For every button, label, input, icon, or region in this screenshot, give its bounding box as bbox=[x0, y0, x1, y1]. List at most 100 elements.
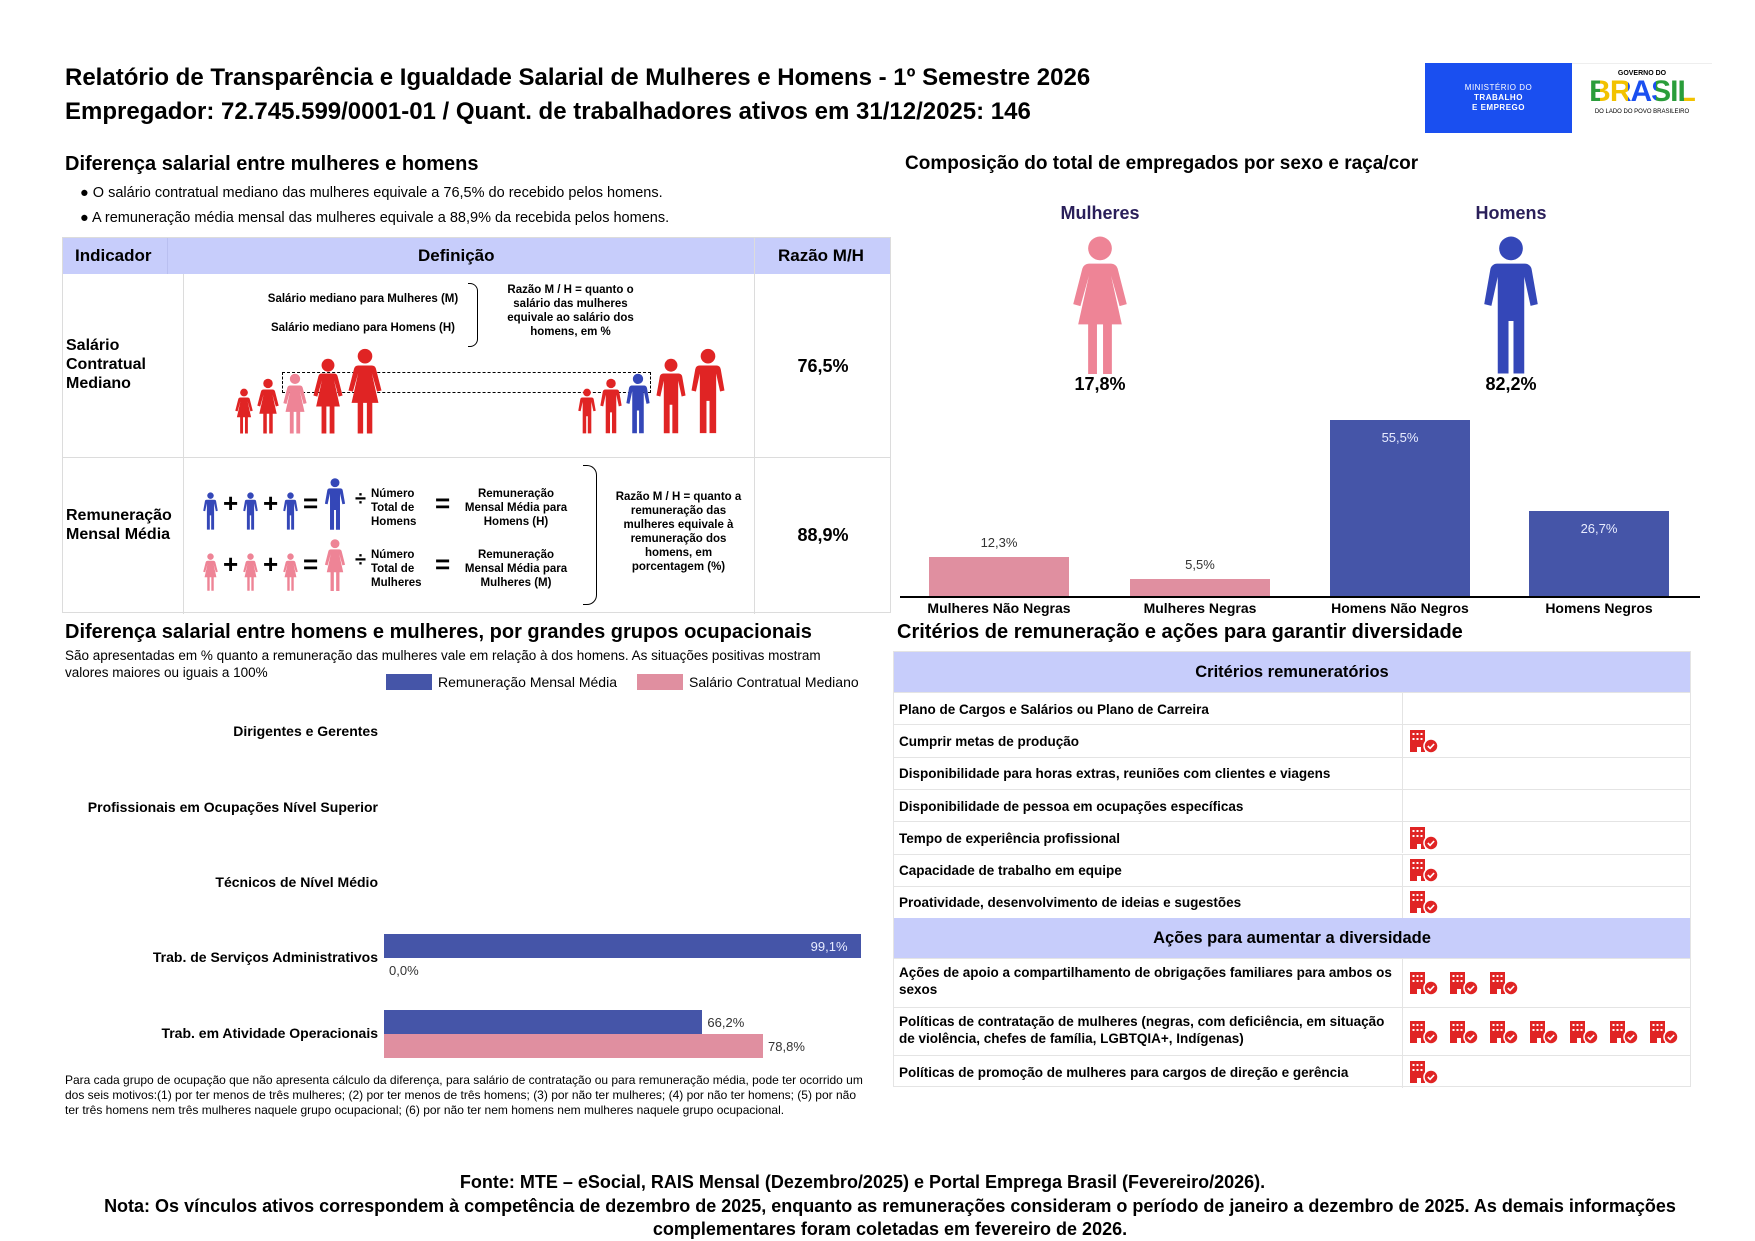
building-check-icon bbox=[1409, 971, 1439, 996]
occupation-footnote: Para cada grupo de ocupação que não apre… bbox=[65, 1073, 863, 1117]
brace bbox=[583, 465, 597, 605]
criteria-label: Disponibilidade de pessoa em ocupações e… bbox=[899, 798, 1244, 814]
category-label: Mulheres Negras bbox=[1143, 600, 1257, 616]
criteria-row: Políticas de contratação de mulheres (ne… bbox=[894, 1007, 1692, 1056]
building-check-icon bbox=[1409, 1060, 1439, 1085]
government-logo: GOVERNO DO BRASIL DO LADO DO POVO BRASIL… bbox=[1572, 63, 1712, 133]
gov-logo-top: GOVERNO DO bbox=[1617, 70, 1667, 77]
man-icon bbox=[1484, 236, 1538, 374]
divide-sign: ÷ bbox=[355, 549, 366, 571]
data-label: 66,2% bbox=[707, 1015, 745, 1030]
legend-swatch-blue bbox=[386, 674, 432, 690]
x-axis bbox=[900, 596, 1700, 598]
criteria-icons bbox=[1402, 725, 1692, 757]
ratio-median-value: 76,5% bbox=[797, 356, 849, 376]
composition-bar-chart: 12,3% Mulheres Não Negras 5,5% Mulheres Neg… bbox=[900, 400, 1700, 620]
data-label: 12,3% bbox=[980, 535, 1018, 550]
criteria-icons bbox=[1402, 854, 1692, 886]
bar bbox=[929, 557, 1069, 596]
median-highlight-box bbox=[282, 372, 651, 393]
building-check-icon bbox=[1649, 1019, 1679, 1045]
building-check-icon bbox=[1489, 1019, 1519, 1045]
ministry-logo-line: E EMPREGO bbox=[1472, 103, 1525, 112]
men-figures-icon bbox=[578, 348, 725, 434]
occupation-bar-chart: Dirigentes e Gerentes Profissionais em Oc… bbox=[0, 700, 880, 1080]
building-check-icon bbox=[1529, 1019, 1559, 1045]
category-label: Trab. em Atividade Operacionais bbox=[161, 1025, 378, 1041]
bar bbox=[384, 1034, 764, 1058]
legend-label: Remuneração Mensal Média bbox=[438, 674, 617, 690]
def-ratio-median: Razão M / H = quanto o salário das mulhe… bbox=[507, 284, 634, 338]
composition-heading: Composição do total de empregados por se… bbox=[905, 153, 1419, 174]
data-label: 99,1% bbox=[810, 939, 848, 954]
data-label: 5,5% bbox=[1185, 556, 1215, 572]
criteria-icons bbox=[1402, 789, 1692, 822]
bar bbox=[1130, 578, 1270, 596]
brace bbox=[468, 283, 478, 347]
building-check-icon bbox=[1409, 826, 1439, 851]
category-label: Mulheres Não Negras bbox=[927, 600, 1071, 616]
divider bbox=[183, 274, 184, 614]
plus-sign: + bbox=[263, 549, 279, 579]
building-check-icon bbox=[1449, 971, 1479, 996]
equals-sign: = bbox=[435, 488, 451, 518]
data-label: 26,7% bbox=[1580, 521, 1618, 537]
criteria-label: Capacidade de trabalho em equipe bbox=[899, 863, 1122, 879]
criteria-label: Cumprir metas de produção bbox=[899, 733, 1080, 749]
women-salary-figures bbox=[235, 348, 395, 434]
divide-sign: ÷ bbox=[355, 488, 366, 510]
criteria-row: Tempo de experiência profissional bbox=[894, 821, 1692, 854]
criteria-icons bbox=[1402, 959, 1692, 1008]
def-ratio-average: Razão M / H = quanto a remuneração das m… bbox=[615, 491, 742, 573]
ratio-average-value: 88,9% bbox=[797, 525, 849, 545]
def-women-median: Salário mediano para Mulheres (M) bbox=[267, 293, 459, 305]
divider bbox=[754, 238, 755, 614]
criteria-icons bbox=[1402, 822, 1692, 854]
equals-sign: = bbox=[435, 549, 451, 579]
equals-sign: = bbox=[303, 488, 319, 518]
criteria-row: Proatividade, desenvolvimento de ideias … bbox=[894, 885, 1692, 919]
building-check-icon bbox=[1409, 729, 1439, 754]
men-salary-figures bbox=[578, 348, 738, 434]
criteria-row: Plano de Cargos e Salários ou Plano de C… bbox=[894, 692, 1690, 725]
building-check-icon bbox=[1409, 890, 1439, 916]
category-label: Técnicos de Nível Médio bbox=[215, 874, 378, 890]
category-label: Homens Negros bbox=[1545, 600, 1653, 616]
women-figures-icon bbox=[235, 348, 382, 434]
plus-sign: + bbox=[263, 488, 279, 518]
women-percentage: 17,8% bbox=[1074, 374, 1126, 394]
men-percentage: 82,2% bbox=[1485, 374, 1537, 394]
criteria-icons bbox=[1402, 886, 1692, 919]
criteria-icons bbox=[1402, 1056, 1692, 1089]
criteria-table: Critérios remuneratórios Plano de Cargos … bbox=[893, 651, 1692, 1089]
data-label: 78,8% bbox=[768, 1039, 805, 1054]
criteria-row: Cumprir metas de produção bbox=[894, 724, 1692, 757]
header-indicador: Indicador bbox=[75, 246, 152, 265]
women-average-label: Remuneração Mensal Média para Mulheres (… bbox=[464, 549, 568, 589]
footnote: Nota: Os vínculos ativos correspondem à … bbox=[104, 1196, 1676, 1239]
woman-icon bbox=[1073, 236, 1127, 374]
criteria-label: Proatividade, desenvolvimento de ideias … bbox=[899, 895, 1242, 911]
criteria-label: Políticas de contratação de mulheres (ne… bbox=[899, 1014, 1385, 1047]
table-header: Indicador Definição Razão M/H bbox=[63, 238, 890, 274]
criteria-row: Capacidade de trabalho em equipe bbox=[894, 853, 1692, 886]
building-check-icon bbox=[1409, 858, 1439, 883]
bar bbox=[384, 1010, 703, 1034]
category-label: Dirigentes e Gerentes bbox=[233, 723, 378, 739]
building-check-icon bbox=[1609, 1019, 1639, 1045]
indicator-remuneracao-media: Remuneração Mensal Média bbox=[66, 507, 172, 543]
legend: Remuneração Mensal Média Salário Contrat… bbox=[386, 674, 859, 690]
equals-sign: = bbox=[303, 549, 319, 579]
gov-logo-bottom: DO LADO DO POVO BRASILEIRO bbox=[1594, 109, 1690, 115]
def-men-median: Salário mediano para Homens (H) bbox=[270, 322, 456, 334]
indicator-salario-mediano: Salário Contratual Mediano bbox=[66, 337, 146, 392]
ministry-logo: MINISTÉRIO DO TRABALHO E EMPREGO bbox=[1425, 63, 1572, 133]
wage-gap-heading: Diferença salarial entre mulheres e home… bbox=[65, 153, 479, 175]
actions-section-header: Ações para aumentar a diversidade bbox=[894, 918, 1690, 959]
criteria-icons bbox=[1402, 1008, 1692, 1056]
women-label: Mulheres bbox=[1060, 203, 1140, 223]
building-check-icon bbox=[1409, 1019, 1439, 1045]
building-check-icon bbox=[1489, 971, 1519, 996]
employer-info: Empregador: 72.745.599/0001-01 / Quant. … bbox=[65, 98, 1031, 125]
data-label: 55,5% bbox=[1381, 430, 1419, 446]
